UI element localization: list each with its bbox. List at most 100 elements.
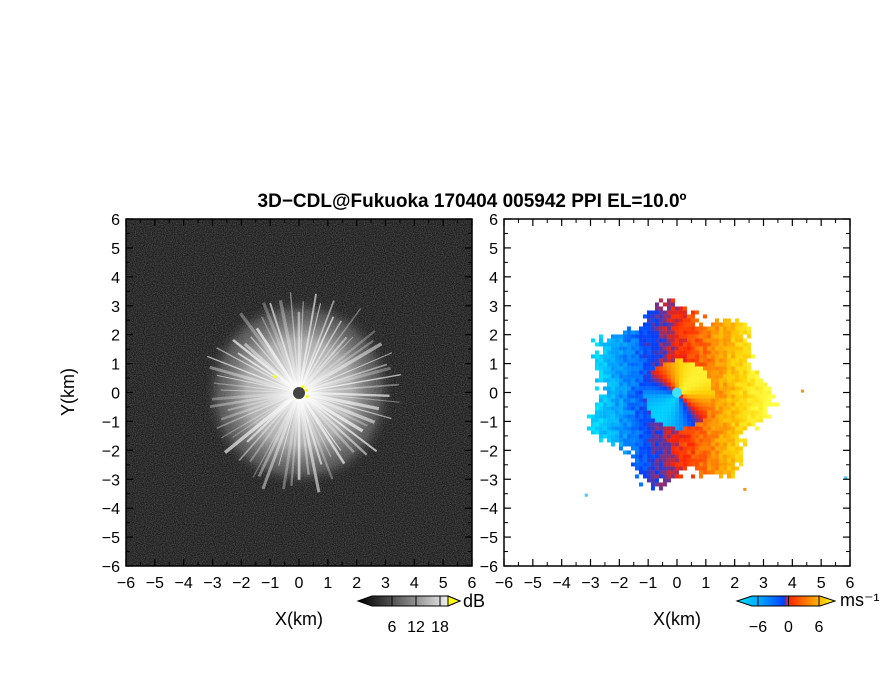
velocity-cell [678, 310, 683, 315]
velocity-cell [750, 422, 755, 427]
velocity-cell [666, 342, 671, 347]
velocity-cell [670, 442, 675, 447]
velocity-cell [694, 326, 699, 331]
velocity-cell [634, 390, 639, 395]
velocity-cell [686, 398, 691, 403]
velocity-cell [638, 382, 643, 387]
velocity-cell [626, 370, 631, 375]
velocity-cell [658, 358, 663, 363]
velocity-cell [602, 370, 607, 375]
velocity-cell [594, 406, 599, 411]
velocity-cell [634, 342, 639, 347]
velocity-cell [602, 418, 607, 423]
velocity-cell [722, 354, 727, 359]
velocity-cell [730, 466, 735, 471]
velocity-cell [638, 386, 643, 391]
velocity-cell [726, 442, 731, 447]
velocity-cell [678, 366, 683, 371]
velocity-cell [702, 314, 707, 319]
velocity-cell [606, 386, 611, 391]
velocity-cell [658, 454, 663, 459]
velocity-cell [738, 426, 743, 431]
velocity-cell [706, 374, 711, 379]
velocity-cell [658, 418, 663, 423]
velocity-cell [702, 330, 707, 335]
velocity-cell [734, 382, 739, 387]
velocity-cell [682, 378, 687, 383]
velocity-cell [642, 370, 647, 375]
velocity-cell [666, 362, 671, 367]
velocity-cell [670, 302, 675, 307]
velocity-cell [710, 366, 715, 371]
velocity-cell [746, 330, 751, 335]
colorbar-tick-label-left: 12 [407, 619, 425, 636]
velocity-cell [658, 398, 663, 403]
velocity-cell [730, 390, 735, 395]
velocity-cell [646, 374, 651, 379]
velocity-cell [626, 430, 631, 435]
velocity-cell [646, 410, 651, 415]
velocity-cell [758, 398, 763, 403]
velocity-cell [722, 394, 727, 399]
velocity-cell [742, 402, 747, 407]
velocity-cell [662, 466, 667, 471]
velocity-cell [686, 442, 691, 447]
velocity-cell [646, 378, 651, 383]
velocity-cell [606, 402, 611, 407]
y-tick-label-right: 2 [489, 328, 498, 345]
velocity-cell [658, 370, 663, 375]
velocity-cell [618, 346, 623, 351]
velocity-cell [638, 418, 643, 423]
velocity-cell [642, 314, 647, 319]
velocity-cell [634, 462, 639, 467]
velocity-cell [618, 438, 623, 443]
velocity-cell [654, 378, 659, 383]
velocity-cell [714, 438, 719, 443]
velocity-cell [602, 358, 607, 363]
velocity-cell [754, 382, 759, 387]
velocity-cell [670, 474, 675, 479]
velocity-cell [722, 426, 727, 431]
reflectivity-speckle [305, 394, 309, 399]
velocity-cell [694, 462, 699, 467]
velocity-cell [718, 426, 723, 431]
velocity-cell [730, 334, 735, 339]
velocity-cell [702, 338, 707, 343]
velocity-cell [742, 442, 747, 447]
velocity-cell [654, 334, 659, 339]
velocity-cell [686, 462, 691, 467]
velocity-cell [682, 402, 687, 407]
velocity-cell [686, 418, 691, 423]
velocity-cell [670, 298, 675, 303]
velocity-cell [694, 394, 699, 399]
velocity-cell [658, 402, 663, 407]
velocity-cell [734, 318, 739, 323]
velocity-cell [682, 306, 687, 311]
velocity-cell [698, 446, 703, 451]
velocity-cell [610, 426, 615, 431]
velocity-cell [694, 430, 699, 435]
velocity-cell [658, 326, 663, 331]
velocity-cell [734, 442, 739, 447]
velocity-cell [710, 398, 715, 403]
velocity-cell [662, 454, 667, 459]
velocity-cell [622, 366, 627, 371]
velocity-cell [694, 338, 699, 343]
velocity-cell [730, 438, 735, 443]
velocity-cell [634, 394, 639, 399]
velocity-cell [634, 334, 639, 339]
y-tick-label-left: −2 [102, 443, 120, 460]
velocity-cell [654, 306, 659, 311]
velocity-cell [618, 370, 623, 375]
velocity-cell [702, 434, 707, 439]
velocity-cell [690, 438, 695, 443]
y-tick-label-right: 6 [489, 212, 498, 229]
velocity-cell [730, 430, 735, 435]
velocity-cell [730, 330, 735, 335]
velocity-cell [742, 350, 747, 355]
velocity-cell [678, 378, 683, 383]
velocity-cell [714, 342, 719, 347]
velocity-cell [610, 374, 615, 379]
velocity-cell [694, 374, 699, 379]
velocity-cell [642, 394, 647, 399]
